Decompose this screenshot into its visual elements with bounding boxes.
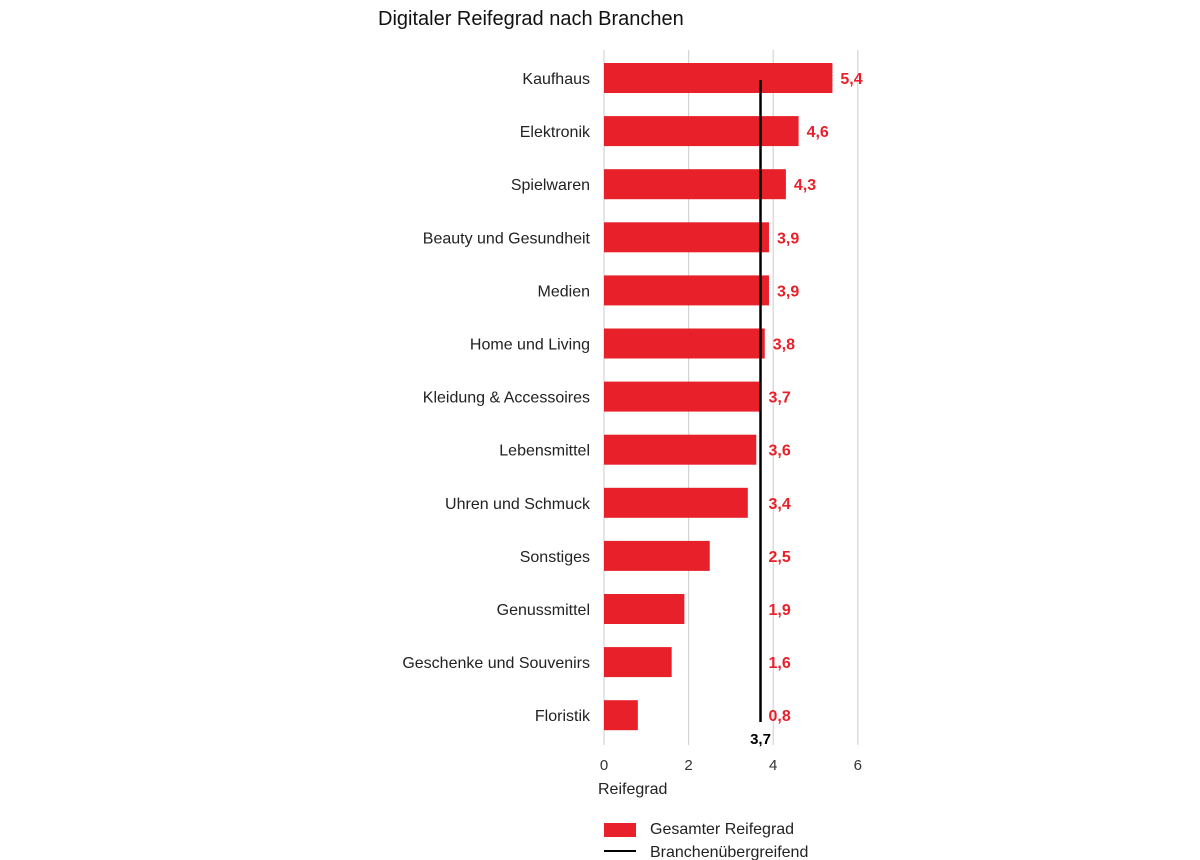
- value-label: 4,6: [807, 124, 829, 141]
- category-label: Medien: [538, 283, 590, 300]
- category-label: Home und Living: [470, 337, 590, 354]
- category-label: Geschenke und Souvenirs: [402, 655, 590, 672]
- chart-title: Digitaler Reifegrad nach Branchen: [378, 8, 684, 30]
- category-label: Elektronik: [520, 124, 591, 141]
- legend-swatch-bar: [604, 823, 636, 837]
- bar: [604, 169, 786, 200]
- category-label: Sonstiges: [520, 549, 590, 566]
- bar: [604, 222, 769, 253]
- bar: [604, 594, 685, 624]
- x-tick-label: 6: [854, 757, 862, 774]
- legend-label: Gesamter Reifegrad: [650, 821, 794, 838]
- bar: [604, 275, 769, 306]
- legend: Gesamter Reifegrad Branchenübergreifend: [604, 821, 808, 860]
- category-label: Genussmittel: [497, 602, 590, 619]
- reference-line-group: 3,7: [750, 80, 771, 748]
- legend-label: Branchenübergreifend: [650, 844, 808, 860]
- bar: [604, 63, 833, 93]
- reference-line-label: 3,7: [750, 731, 771, 748]
- value-label: 5,4: [840, 71, 862, 88]
- bars: [604, 63, 833, 731]
- value-label: 4,3: [794, 177, 816, 194]
- value-label: 0,8: [769, 708, 791, 725]
- value-label: 3,6: [769, 443, 791, 460]
- value-label: 3,4: [769, 496, 791, 513]
- value-labels: 5,4 4,6 4,3 3,9 3,9 3,8 3,7 3,6 3,4 2,5 1,9 1,6 0,8: [769, 71, 863, 725]
- category-label: Uhren und Schmuck: [445, 496, 591, 513]
- category-label: Floristik: [535, 708, 591, 725]
- x-axis-label: Reifegrad: [598, 781, 667, 798]
- bar: [604, 487, 748, 518]
- bar: [604, 647, 672, 678]
- x-tick-label: 4: [769, 757, 777, 774]
- value-label: 2,5: [769, 549, 791, 566]
- category-label: Kaufhaus: [522, 71, 590, 88]
- bar: [604, 381, 761, 412]
- value-label: 3,7: [769, 390, 791, 407]
- bar: [604, 700, 638, 731]
- bar: [604, 116, 799, 147]
- bar: [604, 540, 710, 571]
- x-tick-label: 2: [684, 757, 692, 774]
- category-label: Spielwaren: [511, 177, 590, 194]
- value-label: 3,9: [777, 283, 799, 300]
- category-label: Lebensmittel: [499, 443, 590, 460]
- value-label: 1,9: [769, 602, 791, 619]
- x-tick-label: 0: [600, 757, 608, 774]
- category-label: Kleidung & Accessoires: [423, 390, 590, 407]
- category-labels: Kaufhaus Elektronik Spielwaren Beauty und G…: [402, 71, 591, 725]
- bar: [604, 434, 757, 465]
- x-axis-ticks: 0 2 4 6: [600, 757, 862, 774]
- category-label: Beauty und Gesundheit: [423, 230, 591, 247]
- value-label: 3,8: [773, 337, 795, 354]
- value-label: 3,9: [777, 230, 799, 247]
- value-label: 1,6: [769, 655, 791, 672]
- bar: [604, 328, 765, 359]
